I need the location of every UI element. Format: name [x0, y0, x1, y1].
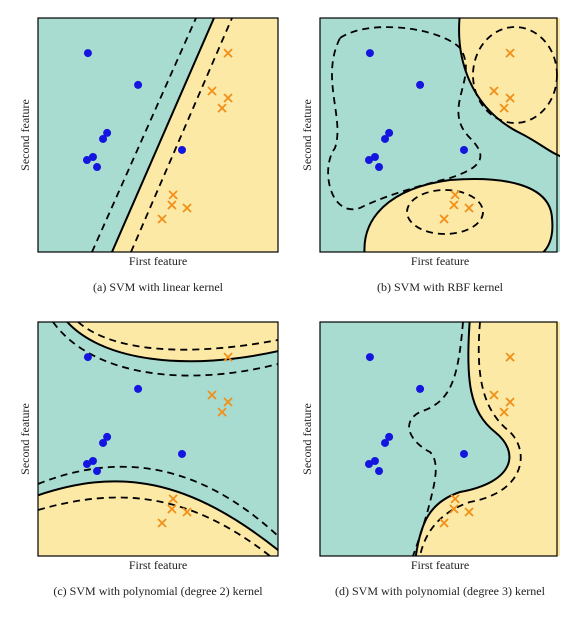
cross-point: [505, 397, 515, 407]
circle-point: [83, 49, 92, 58]
cross-point: [207, 390, 217, 400]
panel: First feature Second feature (d) SVM with …: [300, 321, 560, 598]
circle-point: [178, 449, 186, 458]
panel: First feature Second feature (c) SVM with …: [18, 321, 279, 598]
circle-point: [82, 460, 91, 469]
circle-point: [99, 438, 108, 447]
cross-point: [168, 190, 178, 200]
cross-point: [499, 407, 509, 417]
circle-point: [103, 128, 112, 137]
circle-point: [365, 49, 374, 58]
cross-point: [182, 203, 192, 213]
cross-point: [464, 203, 474, 213]
cross-point: [223, 397, 233, 407]
circle-point: [93, 163, 102, 172]
decision-regions: [38, 18, 278, 252]
x-axis-label: First feature: [411, 254, 469, 268]
cross-point: [223, 93, 233, 103]
circle-point: [370, 456, 379, 465]
circle-point: [82, 156, 91, 165]
points: [364, 48, 515, 224]
cross-point: [464, 507, 474, 517]
cross-point: [489, 390, 499, 400]
cross-point: [223, 352, 233, 362]
caption: (a) SVM with linear kernel: [93, 280, 224, 294]
circle-point: [385, 432, 394, 441]
cross-point: [223, 48, 233, 58]
circle-point: [370, 152, 379, 161]
cross-point: [157, 214, 167, 224]
circle-point: [385, 128, 394, 137]
circle-point: [134, 80, 143, 89]
circle-point: [364, 460, 373, 469]
x-axis-label: First feature: [411, 558, 469, 572]
circle-point: [416, 384, 425, 393]
x-axis-label: First feature: [129, 254, 187, 268]
cross-point: [505, 93, 515, 103]
circle-point: [416, 80, 425, 89]
circle-point: [99, 134, 108, 143]
caption: (d) SVM with polynomial (degree 3) kerne…: [335, 584, 546, 598]
circle-point: [103, 432, 112, 441]
x-axis-label: First feature: [129, 558, 187, 572]
cross-point: [439, 518, 449, 528]
cross-point: [450, 494, 460, 504]
y-axis-label: Second feature: [300, 403, 314, 475]
circle-point: [381, 438, 390, 447]
points: [364, 352, 515, 528]
cross-point: [167, 504, 177, 514]
caption: (c) SVM with polynomial (degree 2) kerne…: [53, 584, 263, 598]
circle-point: [460, 145, 468, 154]
panel: First feature Second feature (b) SVM with …: [300, 17, 560, 294]
circle-point: [375, 163, 384, 172]
circle-point: [93, 467, 102, 476]
cross-point: [449, 504, 459, 514]
caption: (b) SVM with RBF kernel: [377, 280, 504, 294]
circle-point: [460, 449, 468, 458]
decision-regions: [38, 322, 278, 556]
circle-point: [364, 156, 373, 165]
points: [82, 48, 233, 224]
cross-point: [167, 200, 177, 210]
circle-point: [375, 467, 384, 476]
cross-point: [439, 214, 449, 224]
cross-point: [499, 103, 509, 113]
circle-point: [134, 384, 143, 393]
circle-point: [381, 134, 390, 143]
circle-point: [83, 353, 92, 362]
cross-point: [450, 190, 460, 200]
panel: First feature Second feature (a) SVM with …: [18, 17, 279, 294]
circle-point: [88, 152, 97, 161]
y-axis-label: Second feature: [18, 99, 32, 171]
cross-point: [168, 494, 178, 504]
circle-point: [178, 145, 186, 154]
cross-point: [217, 103, 227, 113]
cross-point: [449, 200, 459, 210]
cross-point: [182, 507, 192, 517]
cross-point: [207, 86, 217, 96]
cross-point: [489, 86, 499, 96]
y-axis-label: Second feature: [300, 99, 314, 171]
cross-point: [505, 48, 515, 58]
points: [82, 352, 233, 528]
cross-point: [157, 518, 167, 528]
cross-point: [505, 352, 515, 362]
circle-point: [365, 353, 374, 362]
circle-point: [88, 456, 97, 465]
y-axis-label: Second feature: [18, 403, 32, 475]
cross-point: [217, 407, 227, 417]
decision-regions: [320, 322, 560, 556]
